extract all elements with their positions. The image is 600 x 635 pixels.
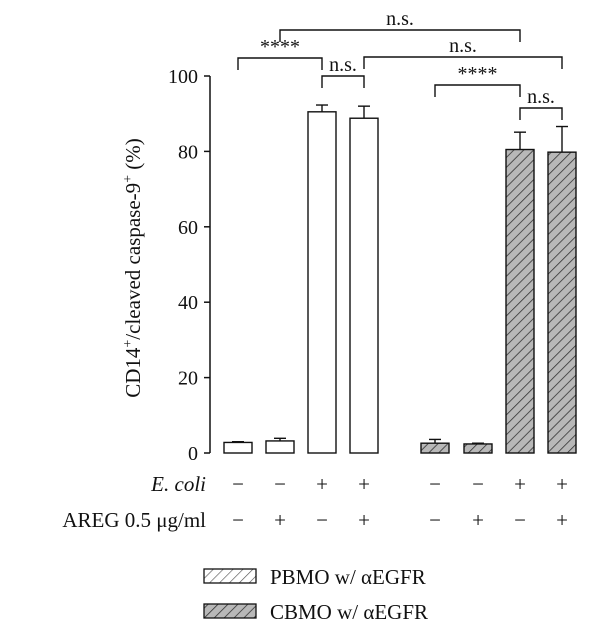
y-tick-label: 20 (178, 368, 198, 390)
significance-label: n.s. (386, 8, 414, 30)
significance-brackets: **** n.s. n.s. n.s. **** n.s. (237, 8, 563, 120)
bracket-line (237, 57, 323, 70)
ecoli-sign: − (232, 472, 244, 496)
condition-signs: − − + + − − + + − + − + − + − + (232, 472, 568, 532)
legend: PBMO w/ αEGFR CBMO w/ αEGFR (203, 565, 428, 624)
significance-bracket: n.s. (363, 35, 563, 69)
areg-row-label: AREG 0.5 μg/ml (62, 508, 206, 532)
legend-label: CBMO w/ αEGFR (270, 600, 428, 624)
bar-pbmo-4 (349, 117, 379, 454)
y-tick-label: 0 (188, 443, 198, 465)
ecoli-sign: + (556, 472, 568, 496)
bar-pbmo-1 (223, 441, 253, 454)
bracket-line (434, 84, 521, 97)
ecoli-row-label: E. coli (150, 472, 206, 496)
significance-label: n.s. (329, 54, 357, 76)
bar-pbmo-2 (265, 440, 295, 454)
y-tick-label: 80 (178, 141, 198, 163)
areg-sign: + (472, 508, 484, 532)
areg-sign: + (358, 508, 370, 532)
ecoli-sign: − (472, 472, 484, 496)
error-bars (232, 104, 568, 444)
bar-cbmo-2 (463, 443, 493, 454)
bars (223, 111, 577, 454)
legend-item: CBMO w/ αEGFR (203, 600, 428, 624)
bar-cbmo-1 (420, 442, 450, 454)
bar-cbmo-4 (547, 151, 577, 454)
significance-bracket: **** (434, 63, 521, 97)
significance-bracket: **** (237, 36, 323, 70)
bar-pbmo-3 (307, 111, 337, 454)
ecoli-sign: + (358, 472, 370, 496)
significance-label: **** (458, 63, 498, 85)
areg-sign: + (274, 508, 286, 532)
significance-bracket: n.s. (279, 8, 521, 42)
significance-bracket: n.s. (321, 54, 365, 88)
legend-swatch (203, 603, 257, 619)
y-axis: 0 20 40 60 80 100 (168, 66, 211, 465)
significance-label: n.s. (527, 86, 555, 108)
bar-cbmo-3 (505, 148, 535, 454)
ecoli-sign: + (316, 472, 328, 496)
y-tick-label: 60 (178, 217, 198, 239)
bracket-line (519, 107, 563, 120)
areg-sign: − (514, 508, 526, 532)
legend-item: PBMO w/ αEGFR (203, 565, 426, 589)
y-axis-label: CD14+/cleaved caspase-9+ (%) (121, 138, 145, 398)
bracket-line (279, 29, 521, 42)
y-tick-label: 100 (168, 66, 198, 88)
ecoli-sign: + (514, 472, 526, 496)
significance-label: **** (260, 36, 300, 58)
ecoli-sign: − (429, 472, 441, 496)
significance-bracket: n.s. (519, 86, 563, 120)
areg-sign: − (429, 508, 441, 532)
y-tick-label: 40 (178, 292, 198, 314)
legend-label: PBMO w/ αEGFR (270, 565, 426, 589)
areg-sign: + (556, 508, 568, 532)
bracket-line (321, 75, 365, 88)
areg-sign: − (316, 508, 328, 532)
bracket-line (363, 56, 563, 69)
significance-label: n.s. (449, 35, 477, 57)
ecoli-sign: − (274, 472, 286, 496)
areg-sign: − (232, 508, 244, 532)
legend-swatch (203, 568, 257, 584)
